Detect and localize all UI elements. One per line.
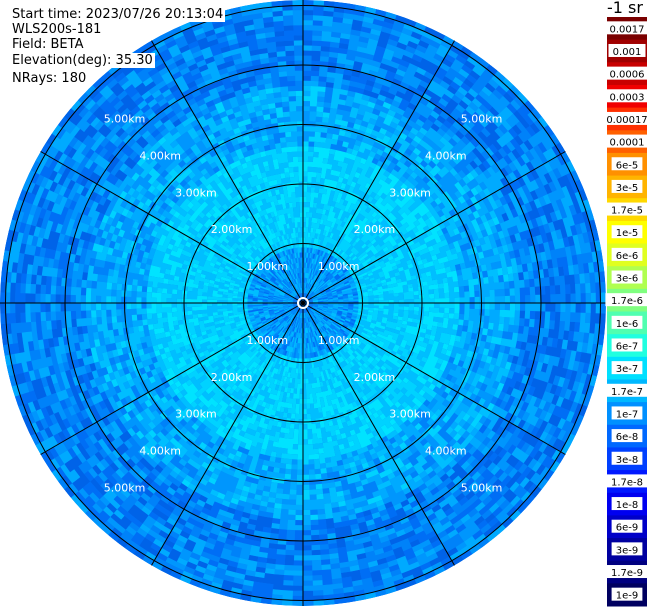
colorbar-tick-label: 3e-8 [616, 455, 639, 466]
range-label: 5.00km [104, 113, 146, 126]
start-time: Start time: 2023/07/26 20:13:04 [12, 7, 226, 22]
range-label: 5.00km [461, 481, 503, 494]
colorbar-tick-label: 3e-9 [616, 545, 639, 556]
colorbar-tick-label: 6e-6 [616, 251, 639, 262]
range-label: 4.00km [425, 445, 467, 458]
azimuth-spoke [302, 302, 566, 455]
colorbar-label-bg [611, 315, 643, 329]
colorbar-label-bg [611, 361, 643, 375]
range-label: 4.00km [425, 149, 467, 162]
nrays: NRays: 180 [12, 71, 89, 86]
range-label: 4.00km [139, 445, 181, 458]
colorbar-tick-label: 3e-6 [616, 274, 639, 285]
center-marker [297, 297, 309, 309]
colorbar-tick-label: 0.0001 [610, 138, 645, 149]
azimuth-spoke [302, 40, 455, 304]
colorbar-label-bg [605, 89, 647, 103]
colorbar-label-bg [611, 247, 643, 261]
colorbar-label-bg [602, 111, 647, 125]
colorbar-label-bg [605, 293, 647, 307]
elevation: Elevation(deg): 35.30 [12, 53, 155, 68]
colorbar-tick-label: 1e-8 [616, 500, 639, 511]
colorbar-tick-label: 3e-5 [616, 183, 639, 194]
colorbar-label-bg [611, 270, 643, 284]
colorbar-label-bg [611, 179, 643, 193]
azimuth-spoke [40, 302, 304, 455]
colorbar-label-bg [611, 338, 643, 352]
colorbar-label-bg [605, 202, 647, 216]
colorbar-tick-label: 1e-7 [616, 409, 639, 420]
station-name: WLS200s-181 [12, 22, 104, 37]
colorbar-label-bg [605, 66, 647, 80]
colorbar-tick-label: 6e-7 [616, 341, 639, 352]
colorbar-tick-label: 1.7e-8 [611, 477, 643, 488]
colorbar-tick-label: 1.7e-5 [611, 206, 643, 217]
colorbar-label-bg [611, 497, 643, 511]
colorbar-label-bg [605, 565, 647, 579]
colorbar-tick-label: 3e-7 [616, 364, 639, 375]
range-label: 3.00km [175, 186, 217, 199]
colorbar-label-bg [611, 157, 643, 171]
heatmap-cells-level-6 [4, 0, 606, 606]
range-label: 1.00km [247, 334, 289, 347]
colorbar-tick-label: 6e-8 [616, 432, 639, 443]
range-label: 2.00km [354, 223, 396, 236]
heatmap-cells-level-4 [2, 4, 606, 606]
range-labels: 1.00km 1.00km 1.00km 1.00km 2.00km 2.00km 2.00… [104, 113, 503, 495]
azimuth-spoke [40, 151, 304, 304]
heatmap-cells-level-9 [146, 146, 460, 460]
heatmap-cells-level-8 [85, 86, 516, 521]
colorbar-tick-label: 1.7e-6 [611, 296, 643, 307]
range-label: 3.00km [389, 186, 431, 199]
colorbar-label-bg [605, 474, 647, 488]
colorbar-label-bg [611, 542, 643, 556]
colorbar-label-bg [611, 429, 643, 443]
colorbar-label-bg [611, 225, 643, 239]
range-label: 2.00km [211, 223, 253, 236]
range-label: 3.00km [389, 408, 431, 421]
colorbar-tick-label: 1e-5 [616, 228, 639, 239]
colorbar-label-bg [611, 451, 643, 465]
range-label: 5.00km [104, 481, 146, 494]
range-label: 1.00km [318, 334, 360, 347]
colorbar-tick-label: 1e-6 [616, 319, 639, 330]
range-label: 2.00km [211, 371, 253, 384]
colorbar-tick-label: 6e-9 [616, 523, 639, 534]
colorbar-label-bg [605, 383, 647, 397]
colorbar-tick-label: 0.0003 [610, 92, 645, 103]
range-label: 5.00km [461, 113, 503, 126]
colorbar-label-bg [611, 519, 643, 533]
azimuth-spoke [302, 302, 455, 566]
colorbar-label-bg [605, 21, 647, 35]
colorbar-tick-label: 0.001 [613, 47, 642, 58]
range-label: 1.00km [318, 260, 360, 273]
colorbar-label-bg [608, 43, 646, 57]
range-label: 2.00km [354, 371, 396, 384]
colorbar-tick-label: 1.7e-9 [611, 568, 643, 579]
colorbar-tick-label: 0.0017 [610, 24, 645, 35]
heatmap-cells-level-7 [85, 85, 521, 520]
colorbar-unit-label: -1 sr [607, 0, 643, 17]
colorbar-tick-label: 0.0006 [610, 70, 645, 81]
colorbar-label-bg [611, 406, 643, 420]
colorbar-tick-label: 1e-9 [616, 591, 639, 602]
range-label: 4.00km [139, 149, 181, 162]
colorbar-tick-label: 6e-5 [616, 160, 639, 171]
azimuth-spoke [151, 40, 304, 304]
azimuth-spoke [151, 302, 304, 566]
heatmap-cells-level-5 [2, 5, 605, 606]
colorbar-label-bg [605, 134, 647, 148]
range-label: 1.00km [247, 260, 289, 273]
colorbar-label-bg [611, 587, 643, 601]
azimuth-spoke [302, 151, 566, 304]
colorbar-tick-label: 0.00017 [606, 115, 647, 126]
colorbar-tick-label: 1.7e-7 [611, 387, 643, 398]
polar-grid [0, 0, 606, 606]
range-label: 3.00km [175, 408, 217, 421]
field-name: Field: BETA [12, 37, 86, 52]
